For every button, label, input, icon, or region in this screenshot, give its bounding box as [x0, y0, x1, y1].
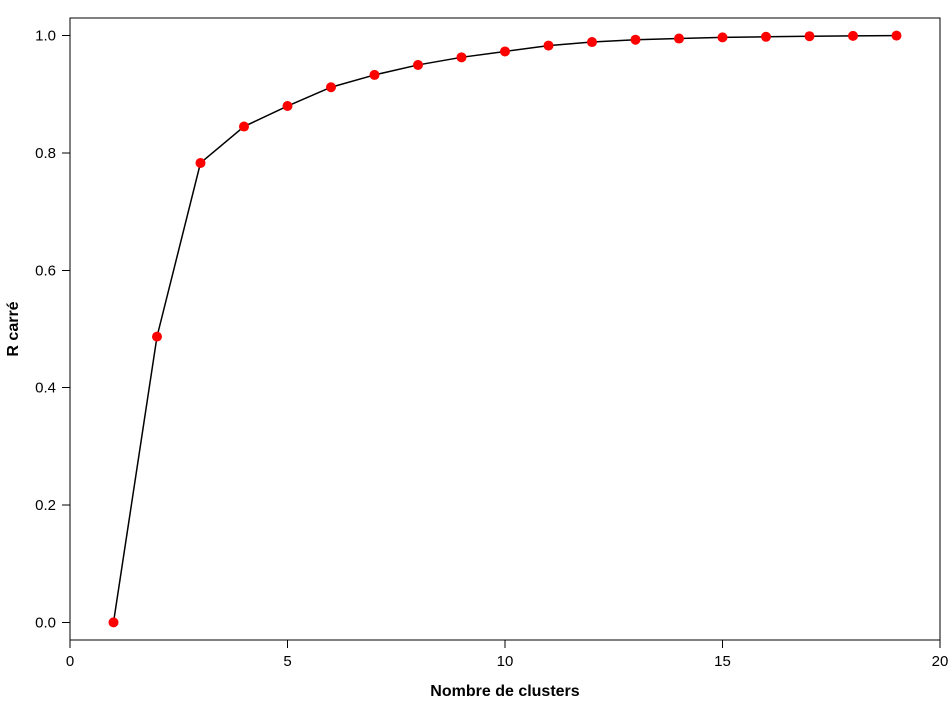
series-marker	[718, 32, 728, 42]
y-tick-label: 1.0	[35, 28, 56, 45]
x-axis-title: Nombre de clusters	[430, 683, 579, 700]
series-marker	[761, 32, 771, 42]
series-marker	[283, 101, 293, 111]
y-tick-label: 0.6	[35, 262, 56, 279]
series-marker	[413, 60, 423, 70]
x-tick-label: 0	[66, 653, 74, 670]
series-marker	[587, 37, 597, 47]
x-tick-label: 5	[283, 653, 291, 670]
series-marker	[631, 35, 641, 45]
x-tick-label: 10	[497, 653, 514, 670]
series-marker	[892, 31, 902, 41]
series-marker	[239, 122, 249, 132]
plot-frame	[70, 18, 940, 640]
series-marker	[370, 70, 380, 80]
series-marker	[500, 46, 510, 56]
series-marker	[196, 158, 206, 168]
x-tick-label: 15	[714, 653, 731, 670]
chart-svg: 0 5 10 15 20 0.0 0.2 0.4 0.6 0.8 1.0 Nombre de clus…	[0, 0, 950, 712]
y-axis-title: R carré	[5, 301, 22, 356]
chart-container: 0 5 10 15 20 0.0 0.2 0.4 0.6 0.8 1.0 Nombre de clus…	[0, 0, 950, 712]
series-marker	[457, 52, 467, 62]
series-marker	[109, 617, 119, 627]
y-tick-label: 0.2	[35, 497, 56, 514]
series-marker	[326, 82, 336, 92]
y-tick-label: 0.8	[35, 145, 56, 162]
series-marker	[805, 31, 815, 41]
series-line	[114, 36, 897, 623]
series-marker	[674, 34, 684, 44]
x-tick-label: 20	[932, 653, 949, 670]
series-marker	[544, 41, 554, 51]
y-tick-label: 0.0	[35, 614, 56, 631]
series-marker	[848, 31, 858, 41]
y-tick-label: 0.4	[35, 380, 56, 397]
series-marker	[152, 332, 162, 342]
